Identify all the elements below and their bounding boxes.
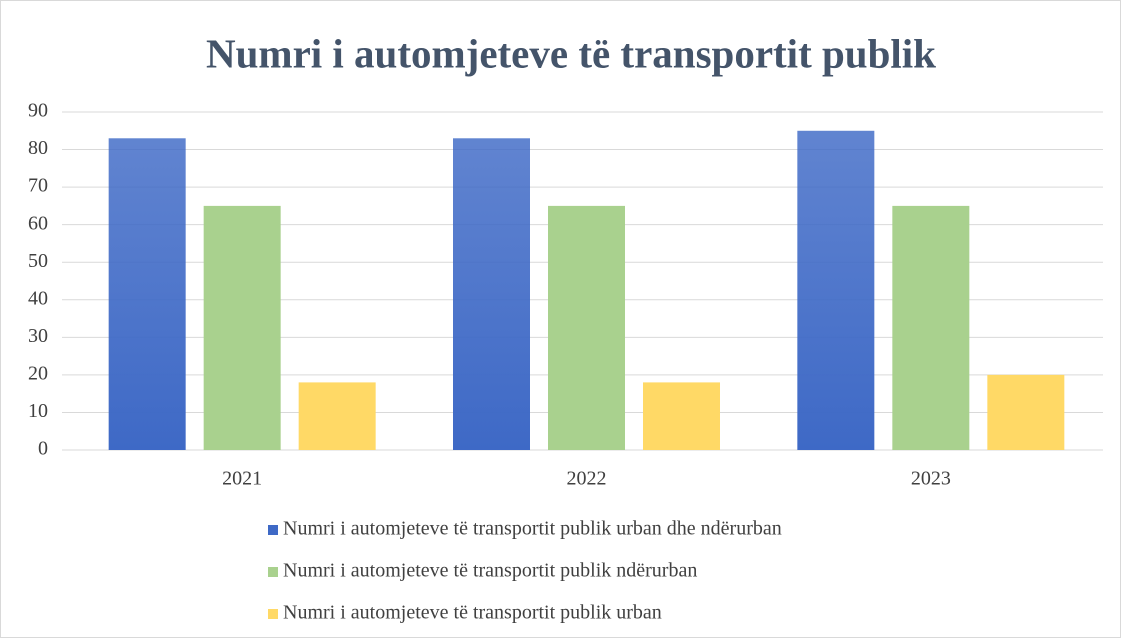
x-tick-label: 2023 xyxy=(911,468,951,490)
x-tick-label: 2022 xyxy=(567,468,607,490)
bar xyxy=(108,138,186,451)
bar xyxy=(548,205,625,450)
legend-label: Numri i automjeteve të transportit publi… xyxy=(283,602,662,624)
y-tick-label: 80 xyxy=(28,137,48,159)
y-tick-label: 70 xyxy=(28,175,48,197)
bar xyxy=(892,205,970,450)
bar xyxy=(203,205,281,450)
bar xyxy=(298,382,376,450)
legend-swatch xyxy=(268,609,278,619)
bar xyxy=(987,374,1065,450)
y-tick-label: 30 xyxy=(28,325,48,347)
legend-swatch xyxy=(268,567,278,577)
y-tick-label: 60 xyxy=(28,212,48,234)
bar xyxy=(643,382,720,450)
bar xyxy=(797,130,875,450)
y-tick-label: 40 xyxy=(28,287,48,309)
x-tick-label: 2021 xyxy=(222,468,262,490)
legend-label: Numri i automjeteve të transportit publi… xyxy=(283,518,782,540)
legend-swatch xyxy=(268,525,278,535)
y-tick-label: 0 xyxy=(38,438,48,460)
y-tick-label: 90 xyxy=(28,100,48,122)
legend-label: Numri i automjeteve të transportit publi… xyxy=(283,560,697,582)
bar xyxy=(453,138,530,451)
y-tick-label: 50 xyxy=(28,250,48,272)
chart-title: Numri i automjeteve të transportit publi… xyxy=(206,30,936,76)
y-tick-label: 20 xyxy=(28,362,48,384)
y-tick-label: 10 xyxy=(28,400,48,422)
